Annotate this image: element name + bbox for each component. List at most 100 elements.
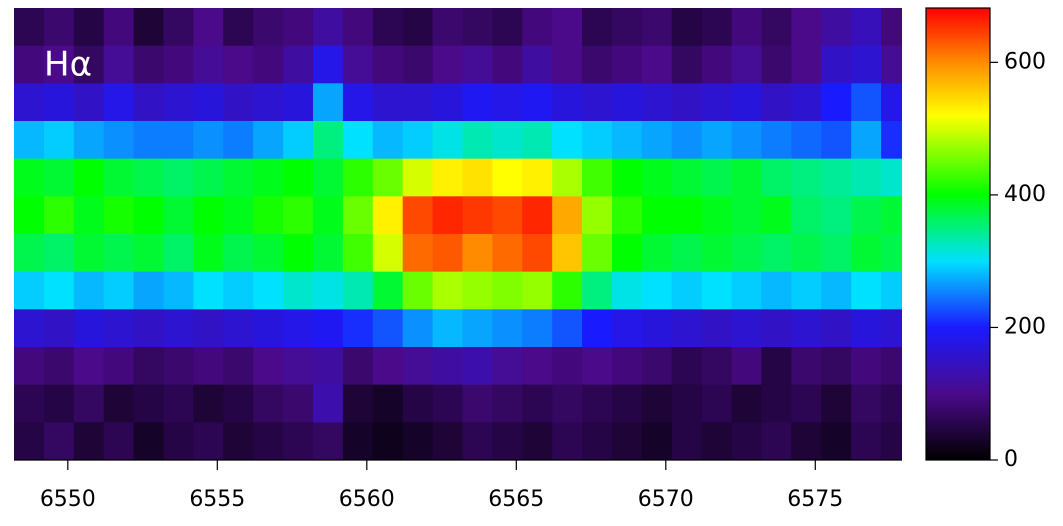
cell: [851, 83, 882, 122]
cell: [611, 45, 643, 84]
cell: [611, 347, 643, 386]
cell: [163, 196, 194, 235]
cell: [283, 196, 314, 235]
cell: [163, 234, 194, 273]
cell: [881, 8, 902, 47]
cell: [402, 8, 434, 47]
cell: [312, 158, 344, 197]
cell: [103, 8, 135, 47]
cell: [582, 271, 613, 310]
cell: [312, 83, 344, 122]
cell: [43, 45, 75, 84]
cell: [671, 347, 703, 386]
cell: [701, 347, 733, 386]
cell: [14, 384, 45, 423]
cell: [851, 196, 882, 235]
cell: [731, 196, 762, 235]
cell: [342, 196, 374, 235]
cell: [372, 158, 404, 197]
cell: [312, 121, 344, 160]
cell: [342, 45, 374, 84]
cell: [522, 347, 553, 386]
cell: [283, 158, 314, 197]
cell: [73, 309, 105, 348]
cell: [133, 234, 164, 273]
cell: [223, 384, 254, 423]
cell: [522, 384, 553, 423]
cell: [283, 8, 314, 47]
cell: [283, 271, 314, 310]
cell: [851, 121, 882, 160]
cell: [402, 271, 434, 310]
cell: [372, 422, 404, 460]
cell: [881, 309, 902, 348]
cell: [611, 422, 643, 460]
cell: [43, 384, 75, 423]
cell: [641, 347, 673, 386]
cell: [163, 422, 194, 460]
cell: [372, 121, 404, 160]
cell: [14, 234, 45, 273]
cell: [821, 121, 852, 160]
cell: [223, 271, 254, 310]
cell: [492, 384, 523, 423]
cell: [253, 384, 284, 423]
cell: [312, 234, 344, 273]
colorbar: [926, 8, 990, 460]
cell: [791, 158, 822, 197]
cell: [103, 271, 135, 310]
cell: [791, 196, 822, 235]
cell: [522, 422, 553, 460]
cell: [851, 347, 882, 386]
cell: [193, 234, 224, 273]
cell: [552, 384, 583, 423]
cell: [552, 271, 583, 310]
cell: [821, 309, 852, 348]
cell: [851, 422, 882, 460]
cell: [253, 309, 284, 348]
cell: [342, 121, 374, 160]
cell: [492, 158, 523, 197]
cell: [761, 196, 792, 235]
cell: [133, 196, 164, 235]
cell: [402, 234, 434, 273]
cell: [223, 121, 254, 160]
cell: [432, 83, 463, 122]
cell: [881, 384, 902, 423]
cell: [851, 309, 882, 348]
cell: [372, 45, 404, 84]
cell: [881, 347, 902, 386]
cell: [881, 234, 902, 273]
cell: [43, 83, 75, 122]
cell: [14, 422, 45, 460]
cell: [641, 8, 673, 47]
cell: [611, 271, 643, 310]
cell: [133, 422, 164, 460]
cell: [462, 8, 493, 47]
cell: [641, 234, 673, 273]
cell: [641, 422, 673, 460]
cell: [402, 158, 434, 197]
cell: [342, 422, 374, 460]
cell: [193, 271, 224, 310]
cell: [43, 347, 75, 386]
cell: [552, 422, 583, 460]
cell: [372, 234, 404, 273]
cell: [432, 384, 463, 423]
cell: [133, 83, 164, 122]
cell: [163, 121, 194, 160]
cell: [731, 347, 762, 386]
cell: [492, 347, 523, 386]
cell: [701, 422, 733, 460]
cell: [462, 158, 493, 197]
cell: [402, 196, 434, 235]
x-tick-label: 6570: [638, 487, 694, 512]
cell: [731, 309, 762, 348]
cell: [701, 158, 733, 197]
cell: [881, 45, 902, 84]
cell: [552, 234, 583, 273]
cell: [582, 422, 613, 460]
cell: [881, 271, 902, 310]
cell: [223, 83, 254, 122]
cell: [432, 158, 463, 197]
